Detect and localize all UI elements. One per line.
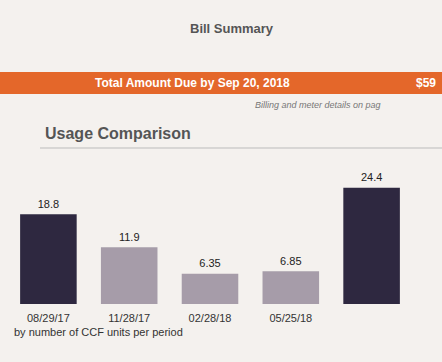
svg-text:Total Amount Due by Sep 20, 20: Total Amount Due by Sep 20, 2018 bbox=[95, 76, 290, 90]
svg-text:Billing and meter details on p: Billing and meter details on pag bbox=[255, 100, 381, 110]
svg-text:24.4: 24.4 bbox=[361, 171, 382, 183]
svg-text:11/28/17: 11/28/17 bbox=[108, 312, 150, 324]
svg-text:05/25/18: 05/25/18 bbox=[269, 312, 312, 324]
svg-text:$59: $59 bbox=[416, 76, 436, 90]
svg-text:6.85: 6.85 bbox=[280, 255, 301, 267]
svg-text:02/28/18: 02/28/18 bbox=[189, 312, 232, 324]
svg-text:Bill Summary: Bill Summary bbox=[190, 21, 274, 36]
svg-text:Usage Comparison: Usage Comparison bbox=[45, 125, 191, 142]
svg-text:by number of CCF units per per: by number of CCF units per period bbox=[14, 326, 183, 338]
svg-text:11.9: 11.9 bbox=[119, 231, 140, 243]
svg-text:08/29/17: 08/29/17 bbox=[27, 312, 70, 324]
svg-text:18.8: 18.8 bbox=[38, 198, 59, 210]
svg-text:6.35: 6.35 bbox=[199, 257, 220, 269]
